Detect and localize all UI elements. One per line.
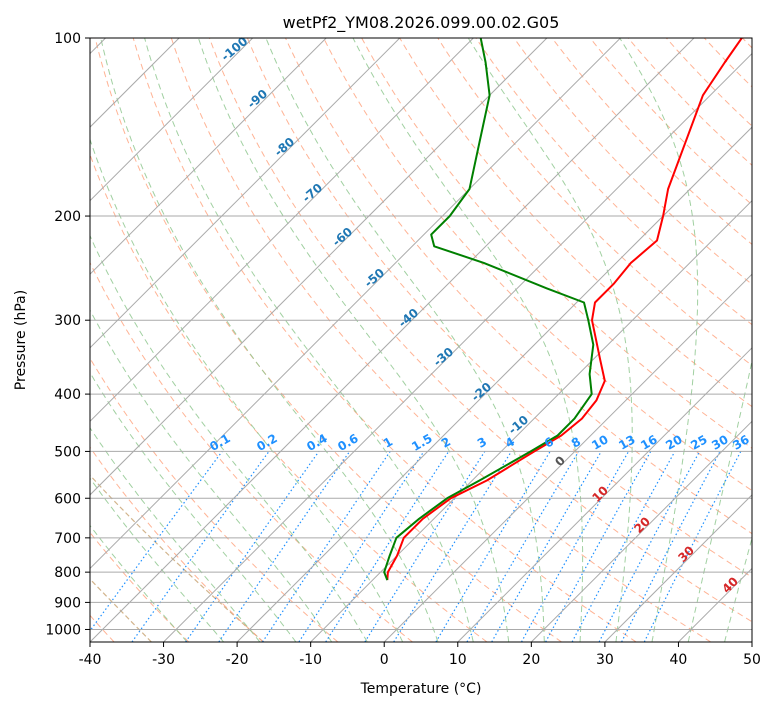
dry-adiabat [208, 38, 752, 623]
moist-adiabat [90, 137, 404, 642]
isotherm-line [604, 494, 752, 642]
mixing-ratio-line [218, 451, 351, 642]
isotherm-line [530, 420, 752, 642]
mixing-ratio-line [393, 451, 512, 642]
x-tick-label: -30 [152, 652, 175, 668]
moist-adiabat [724, 536, 752, 642]
dry-adiabat [94, 38, 562, 642]
isotherm-line [163, 52, 752, 642]
dry-adiabat [627, 38, 752, 166]
isotherm-line [236, 126, 752, 642]
y-tick-label: 600 [54, 491, 81, 507]
moist-adiabat [90, 371, 297, 642]
moist-adiabat [90, 427, 261, 642]
mixing-ratio-line [491, 451, 602, 642]
y-tick-label: 700 [54, 531, 81, 547]
y-tick-label: 500 [54, 444, 81, 460]
x-tick-label: 20 [522, 652, 540, 668]
x-tick-label: -10 [299, 652, 322, 668]
moist-adiabat [265, 38, 545, 642]
isotherm-line [90, 38, 548, 496]
moist-adiabat [144, 38, 474, 642]
x-tick-label: -20 [226, 652, 249, 668]
plot-frame [89, 37, 753, 643]
moist-adiabat [90, 524, 188, 642]
mixing-ratio-line [435, 451, 551, 642]
isotherm-line [310, 199, 752, 642]
dry-adiabat [475, 38, 752, 326]
isotherm-line [90, 38, 474, 423]
thetae-curve [90, 474, 264, 642]
dry-adiabat [513, 38, 752, 285]
moist-adiabat [90, 477, 224, 642]
dry-adiabat [399, 38, 752, 408]
dry-adiabat [589, 38, 752, 206]
dry-adiabat [246, 38, 752, 578]
dewpoint-profile-line [383, 38, 595, 581]
dry-adiabat [323, 38, 752, 492]
y-axis-label: Pressure (hPa) [13, 290, 29, 390]
chart-title: wetPf2_YM08.2026.099.00.02.G05 [283, 13, 560, 33]
x-tick-label: 30 [596, 652, 614, 668]
isotherm-line [90, 38, 401, 349]
y-tick-label: 400 [54, 387, 81, 403]
dry-adiabat [90, 446, 264, 642]
isotherm-line [90, 38, 621, 570]
isotherm-line [457, 347, 752, 642]
x-tick-label: 0 [380, 652, 389, 668]
x-tick-label: 50 [743, 652, 761, 668]
isotherm-line [90, 38, 254, 202]
y-tick-label: 200 [54, 209, 81, 225]
moist-adiabat [100, 38, 439, 642]
dry-adiabat [90, 261, 413, 642]
mixing-ratio-line [520, 451, 630, 642]
y-tick-label: 1000 [45, 622, 81, 638]
mixing-ratio-line [364, 451, 486, 642]
grid-lines [90, 38, 752, 642]
isotherm-line [383, 273, 752, 642]
moist-adiabat [90, 234, 368, 642]
dry-adiabat [170, 38, 712, 642]
y-tick-label: 900 [54, 595, 81, 611]
y-tick-label: 300 [54, 313, 81, 329]
axis-ticks: -40 -30 -20 -10 0 10 20 30 40 50 100 200 300 400 500 60… [45, 31, 761, 668]
y-tick-label: 100 [54, 31, 81, 47]
mixing-ratio-line [466, 451, 580, 642]
x-axis-label: Temperature (°C) [360, 681, 482, 697]
temperature-profile-line [386, 38, 743, 581]
mixing-ratio-line [131, 451, 270, 642]
moist-adiabat [619, 38, 699, 642]
moist-adiabat [90, 309, 333, 642]
mixing-ratio-line [571, 451, 676, 642]
profile-series [383, 38, 743, 581]
background-lines [90, 38, 752, 642]
moist-adiabat [687, 358, 752, 642]
x-tick-label: -40 [79, 652, 102, 668]
dry-adiabat [132, 38, 637, 642]
isotherm-line [90, 38, 695, 642]
moist-adiabat [352, 38, 584, 642]
y-tick-label: 800 [54, 565, 81, 581]
x-tick-label: 10 [449, 652, 467, 668]
mixing-ratio-line [325, 451, 450, 642]
x-tick-label: 40 [670, 652, 688, 668]
mixing-ratio-line [90, 451, 223, 632]
isotherm-line [90, 38, 327, 275]
